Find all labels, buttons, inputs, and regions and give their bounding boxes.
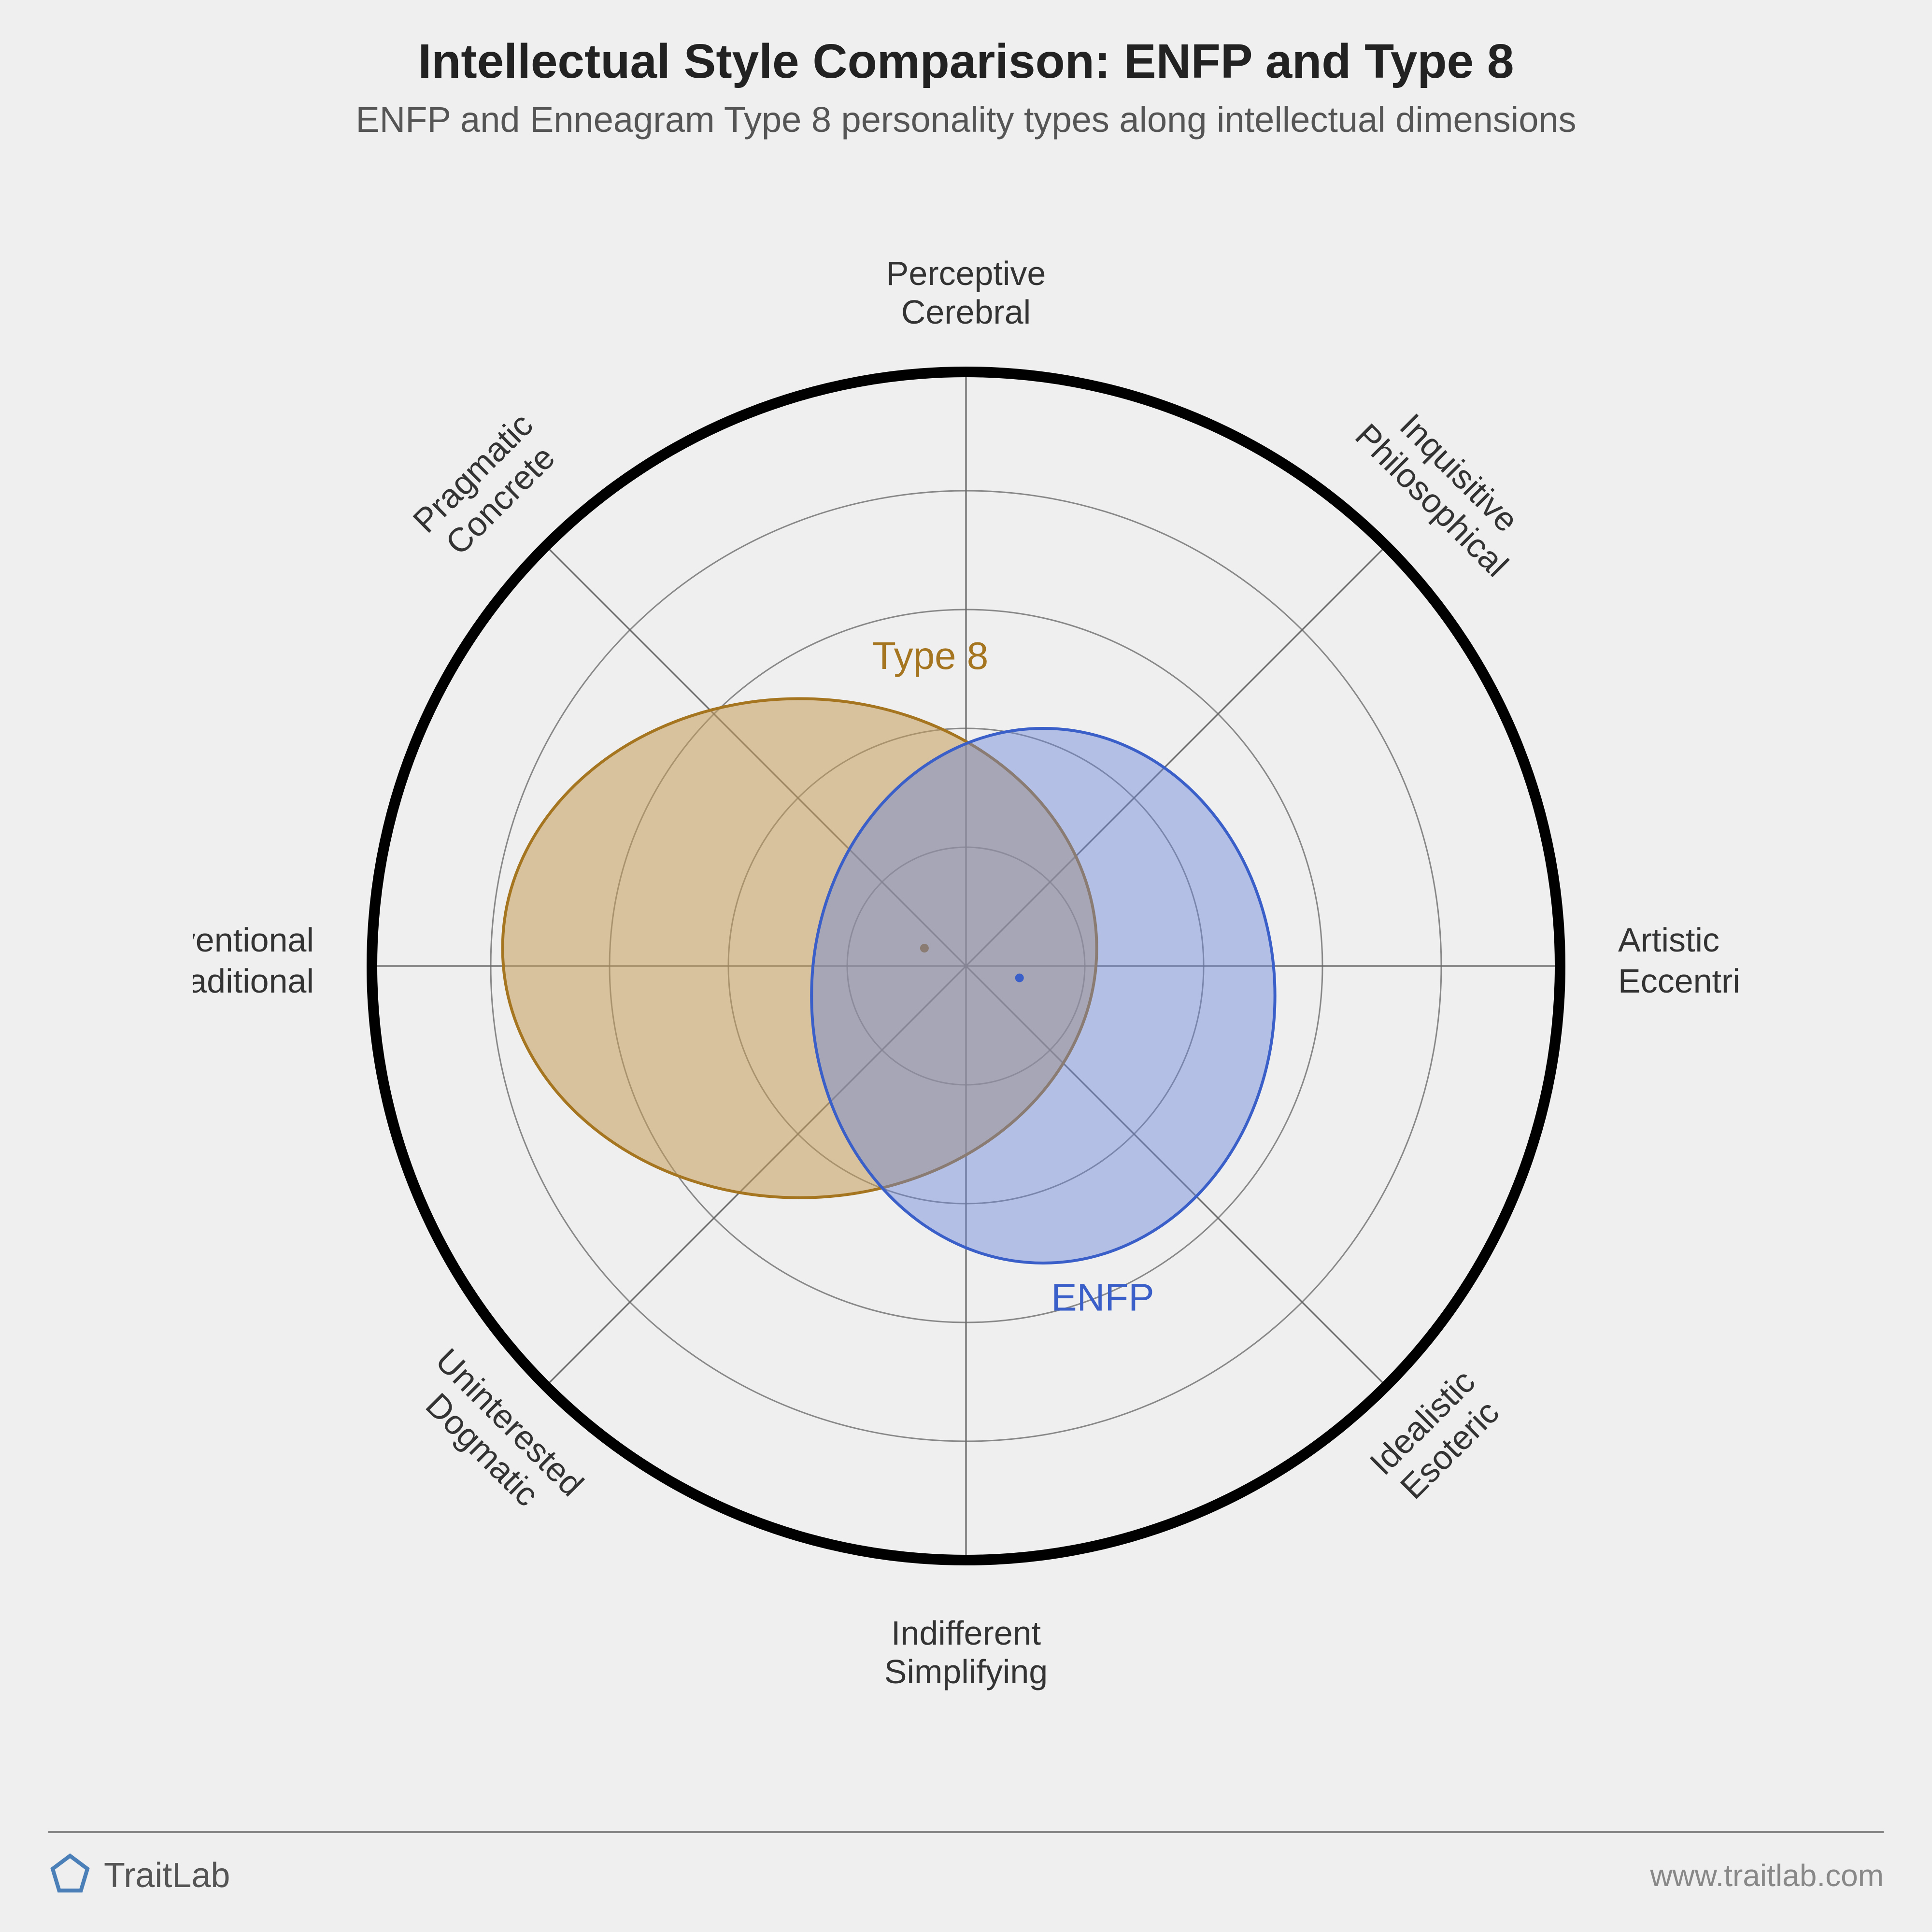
brand-name: TraitLab: [104, 1856, 230, 1895]
series-label-enfp: ENFP: [1051, 1276, 1154, 1319]
brand-logo-icon: [48, 1852, 92, 1898]
svg-text:Artistic: Artistic: [1618, 921, 1719, 959]
footer-url: www.traitlab.com: [1650, 1858, 1884, 1893]
series-ENFP: [811, 728, 1275, 1263]
plot-area: PerceptiveCerebralInquisitivePhilosophic…: [193, 193, 1739, 1739]
svg-text:Traditional: Traditional: [193, 962, 314, 1000]
svg-text:Conventional: Conventional: [193, 921, 314, 959]
axis-label: PerceptiveCerebral: [886, 255, 1046, 331]
axis-label: ArtisticEccentric: [1618, 921, 1739, 1000]
svg-text:Simplifying: Simplifying: [884, 1653, 1048, 1690]
svg-text:Indifferent: Indifferent: [891, 1614, 1041, 1652]
svg-text:Perceptive: Perceptive: [886, 255, 1046, 292]
chart-title: Intellectual Style Comparison: ENFP and …: [0, 34, 1932, 89]
svg-text:Eccentric: Eccentric: [1618, 962, 1739, 1000]
svg-text:Cerebral: Cerebral: [901, 293, 1031, 331]
radar-chart: PerceptiveCerebralInquisitivePhilosophic…: [193, 193, 1739, 1739]
footer: TraitLab www.traitlab.com: [48, 1831, 1884, 1898]
chart-container: Intellectual Style Comparison: ENFP and …: [0, 0, 1932, 1932]
brand: TraitLab: [48, 1852, 230, 1898]
series-label-type8: Type 8: [872, 634, 988, 677]
chart-subtitle: ENFP and Enneagram Type 8 personality ty…: [0, 99, 1932, 140]
title-block: Intellectual Style Comparison: ENFP and …: [0, 34, 1932, 140]
axis-label: ConventionalTraditional: [193, 921, 314, 1000]
axis-label: IndifferentSimplifying: [884, 1614, 1048, 1690]
